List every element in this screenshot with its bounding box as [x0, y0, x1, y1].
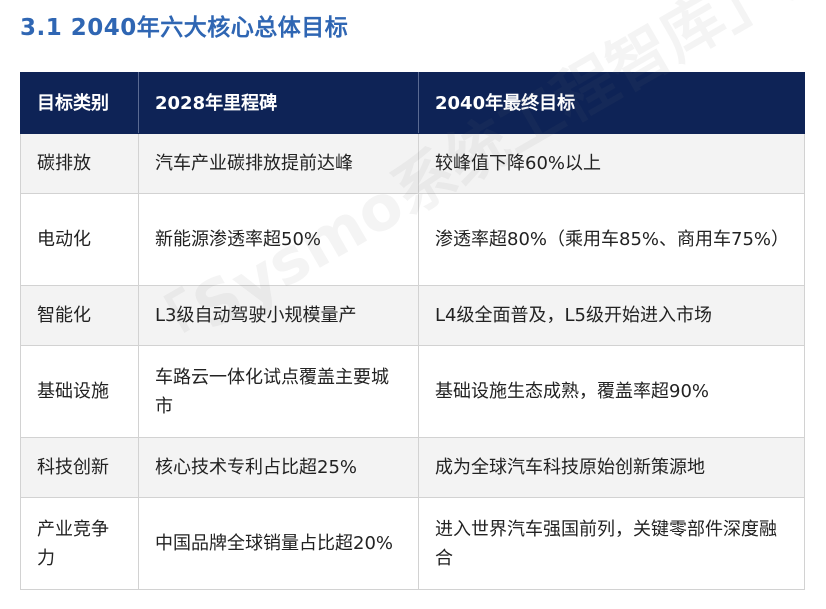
cell-category: 电动化	[20, 193, 139, 286]
table-header-row: 目标类别 2028年里程碑 2040年最终目标	[20, 72, 805, 134]
cell-milestone-2028: 车路云一体化试点覆盖主要城市	[138, 345, 419, 438]
table-row: 产业竞争力 中国品牌全球销量占比超20% 进入世界汽车强国前列，关键零部件深度融合	[20, 497, 805, 590]
cell-category: 智能化	[20, 285, 139, 346]
cell-goal-2040: 较峰值下降60%以上	[418, 133, 805, 194]
cell-milestone-2028: 汽车产业碳排放提前达峰	[138, 133, 419, 194]
cell-milestone-2028: 核心技术专利占比超25%	[138, 437, 419, 498]
cell-category: 产业竞争力	[20, 497, 139, 590]
cell-category: 基础设施	[20, 345, 139, 438]
cell-goal-2040: L4级全面普及，L5级开始进入市场	[418, 285, 805, 346]
cell-category: 碳排放	[20, 133, 139, 194]
cell-goal-2040: 进入世界汽车强国前列，关键零部件深度融合	[418, 497, 805, 590]
cell-goal-2040: 基础设施生态成熟，覆盖率超90%	[418, 345, 805, 438]
table-row: 智能化 L3级自动驾驶小规模量产 L4级全面普及，L5级开始进入市场	[20, 285, 805, 346]
cell-milestone-2028: L3级自动驾驶小规模量产	[138, 285, 419, 346]
cell-category: 科技创新	[20, 437, 139, 498]
goals-table: 目标类别 2028年里程碑 2040年最终目标 碳排放 汽车产业碳排放提前达峰 较峰…	[20, 72, 805, 590]
cell-milestone-2028: 新能源渗透率超50%	[138, 193, 419, 286]
table-row: 碳排放 汽车产业碳排放提前达峰 较峰值下降60%以上	[20, 133, 805, 194]
table-row: 电动化 新能源渗透率超50% 渗透率超80%（乘用车85%、商用车75%）	[20, 193, 805, 286]
section-heading: 3.1 2040年六大核心总体目标	[20, 15, 349, 41]
header-milestone-2028: 2028年里程碑	[138, 72, 419, 134]
cell-goal-2040: 成为全球汽车科技原始创新策源地	[418, 437, 805, 498]
header-category: 目标类别	[20, 72, 139, 134]
table-row: 基础设施 车路云一体化试点覆盖主要城市 基础设施生态成熟，覆盖率超90%	[20, 345, 805, 438]
table-row: 科技创新 核心技术专利占比超25% 成为全球汽车科技原始创新策源地	[20, 437, 805, 498]
cell-goal-2040: 渗透率超80%（乘用车85%、商用车75%）	[418, 193, 805, 286]
cell-milestone-2028: 中国品牌全球销量占比超20%	[138, 497, 419, 590]
header-goal-2040: 2040年最终目标	[418, 72, 805, 134]
